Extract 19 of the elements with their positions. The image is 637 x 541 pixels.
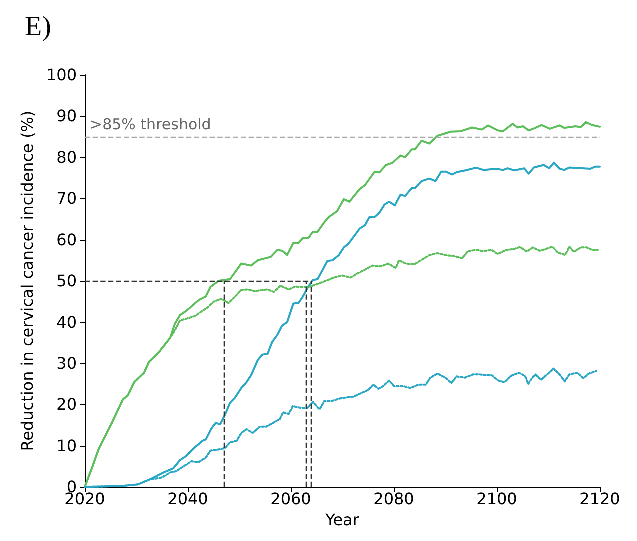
ref-line-label: >85% threshold: [90, 115, 212, 134]
y-tick-label: 100: [46, 66, 77, 84]
x-axis-title: Year: [324, 510, 360, 530]
x-tick-label: 2060: [270, 490, 312, 509]
y-tick-label: 50: [56, 272, 77, 291]
y-tick-label: 30: [56, 354, 77, 373]
y-tick-label: 20: [56, 395, 77, 414]
x-tick-label: 2120: [580, 490, 620, 509]
x-tick-label: 2080: [374, 490, 414, 509]
y-tick-label: 70: [56, 189, 77, 208]
y-tick-label: 80: [56, 148, 77, 167]
y-tick-label: 10: [56, 436, 77, 456]
x-tick-label: 2100: [476, 490, 518, 509]
y-axis-title: Reduction in cervical cancer incidence (%): [18, 110, 38, 452]
y-tick-label: 40: [56, 312, 77, 332]
y-tick-label: 90: [56, 106, 77, 126]
chart-title: E): [25, 12, 52, 42]
x-tick-label: 2040: [168, 490, 208, 509]
y-tick-label: 60: [56, 230, 77, 250]
